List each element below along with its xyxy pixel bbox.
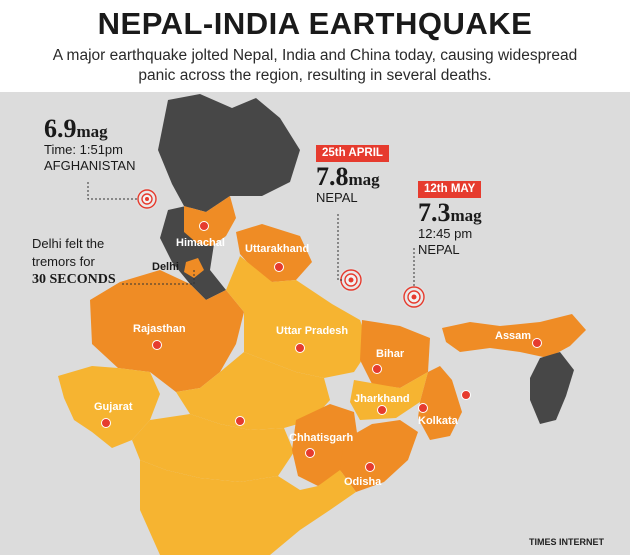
region-maharashtra xyxy=(132,414,294,482)
label-rajasthan: Rajasthan xyxy=(133,323,186,335)
dot-uttarakhand xyxy=(274,262,284,272)
region-kashmir xyxy=(158,94,300,212)
delhi-note: Delhi felt the tremors for 30 SECONDS xyxy=(32,235,116,289)
quake-afghanistan-place: AFGHANISTAN xyxy=(44,158,136,173)
dot-bihar xyxy=(372,364,382,374)
label-gujarat: Gujarat xyxy=(94,401,133,413)
quake-may-time: 12:45 pm xyxy=(418,226,473,241)
label-jharkhand: Jharkhand xyxy=(354,393,410,405)
label-chhatisgarh: Chhatisgarh xyxy=(289,432,353,444)
label-kolkata: Kolkata xyxy=(418,415,459,427)
region-odisha xyxy=(340,420,418,492)
quake-april-place: NEPAL xyxy=(316,190,358,205)
region-northeast xyxy=(530,352,574,424)
quake-may-date: 12th MAY xyxy=(418,181,482,198)
dot-rajasthan xyxy=(152,340,162,350)
region-himachal xyxy=(184,196,236,246)
dot-kolkata xyxy=(418,403,428,413)
delhi-note-emphasis: 30 SECONDS xyxy=(32,272,116,287)
quake-april-info: 25th APRIL 7.8mag NEPAL xyxy=(316,143,389,206)
connector-delhi xyxy=(122,270,195,285)
quake-afghanistan-unit: mag xyxy=(76,122,108,141)
connector-april xyxy=(337,214,342,281)
quake-may-place: NEPAL xyxy=(418,242,460,257)
delhi-note-line1: Delhi felt the xyxy=(32,236,105,251)
quake-may-unit: mag xyxy=(450,206,482,225)
quake-afghanistan-info: 6.9mag Time: 1:51pm AFGHANISTAN xyxy=(44,116,136,174)
quake-april-unit: mag xyxy=(348,170,380,189)
dot-uttar-pradesh xyxy=(295,343,305,353)
header: NEPAL-INDIA EARTHQUAKE A major earthquak… xyxy=(0,0,630,92)
epicenter-may-nepal xyxy=(401,284,427,310)
state-dots xyxy=(101,221,542,472)
label-odisha: Odisha xyxy=(344,476,382,488)
region-madhya-pradesh xyxy=(176,352,330,430)
region-uttar-pradesh xyxy=(226,256,370,378)
label-bihar: Bihar xyxy=(376,348,405,360)
label-himachal: Himachal xyxy=(176,237,225,249)
dot-bangladesh xyxy=(461,390,471,400)
region-delhi xyxy=(184,258,204,278)
region-kolkata xyxy=(418,366,462,440)
credit: TIMES INTERNET xyxy=(528,537,604,547)
region-rajasthan xyxy=(90,270,244,392)
page-title: NEPAL-INDIA EARTHQUAKE xyxy=(97,6,533,41)
dot-gujarat xyxy=(101,418,111,428)
dot-himachal xyxy=(199,221,209,231)
label-uttar-pradesh: Uttar Pradesh xyxy=(276,325,348,337)
quake-april-magnitude: 7.8 xyxy=(316,162,349,191)
label-assam: Assam xyxy=(495,330,531,342)
region-uttarakhand xyxy=(236,224,312,282)
region-jharkhand xyxy=(350,372,428,420)
quake-afghanistan-magnitude: 6.9 xyxy=(44,114,77,143)
region-assam xyxy=(442,314,586,358)
connector-afghanistan xyxy=(87,182,138,200)
dot-jharkhand xyxy=(377,405,387,415)
label-delhi: Delhi xyxy=(152,261,179,273)
dot-assam xyxy=(532,338,542,348)
quake-may-info: 12th MAY 7.3mag 12:45 pm NEPAL xyxy=(418,179,482,258)
dot-madhya-pradesh xyxy=(235,416,245,426)
label-uttarakhand: Uttarakhand xyxy=(245,243,309,255)
dot-chhatisgarh xyxy=(305,448,315,458)
region-south-india xyxy=(140,460,356,555)
delhi-note-line2: tremors for xyxy=(32,254,95,269)
quake-april-date: 25th APRIL xyxy=(316,145,389,162)
epicenter-afghanistan xyxy=(135,187,159,211)
page-subtitle: A major earthquake jolted Nepal, India a… xyxy=(52,47,578,84)
region-gujarat xyxy=(58,366,160,448)
quake-may-magnitude: 7.3 xyxy=(418,198,451,227)
epicenter-april-nepal xyxy=(338,267,364,293)
quake-afghanistan-time: Time: 1:51pm xyxy=(44,142,123,157)
dot-odisha xyxy=(365,462,375,472)
